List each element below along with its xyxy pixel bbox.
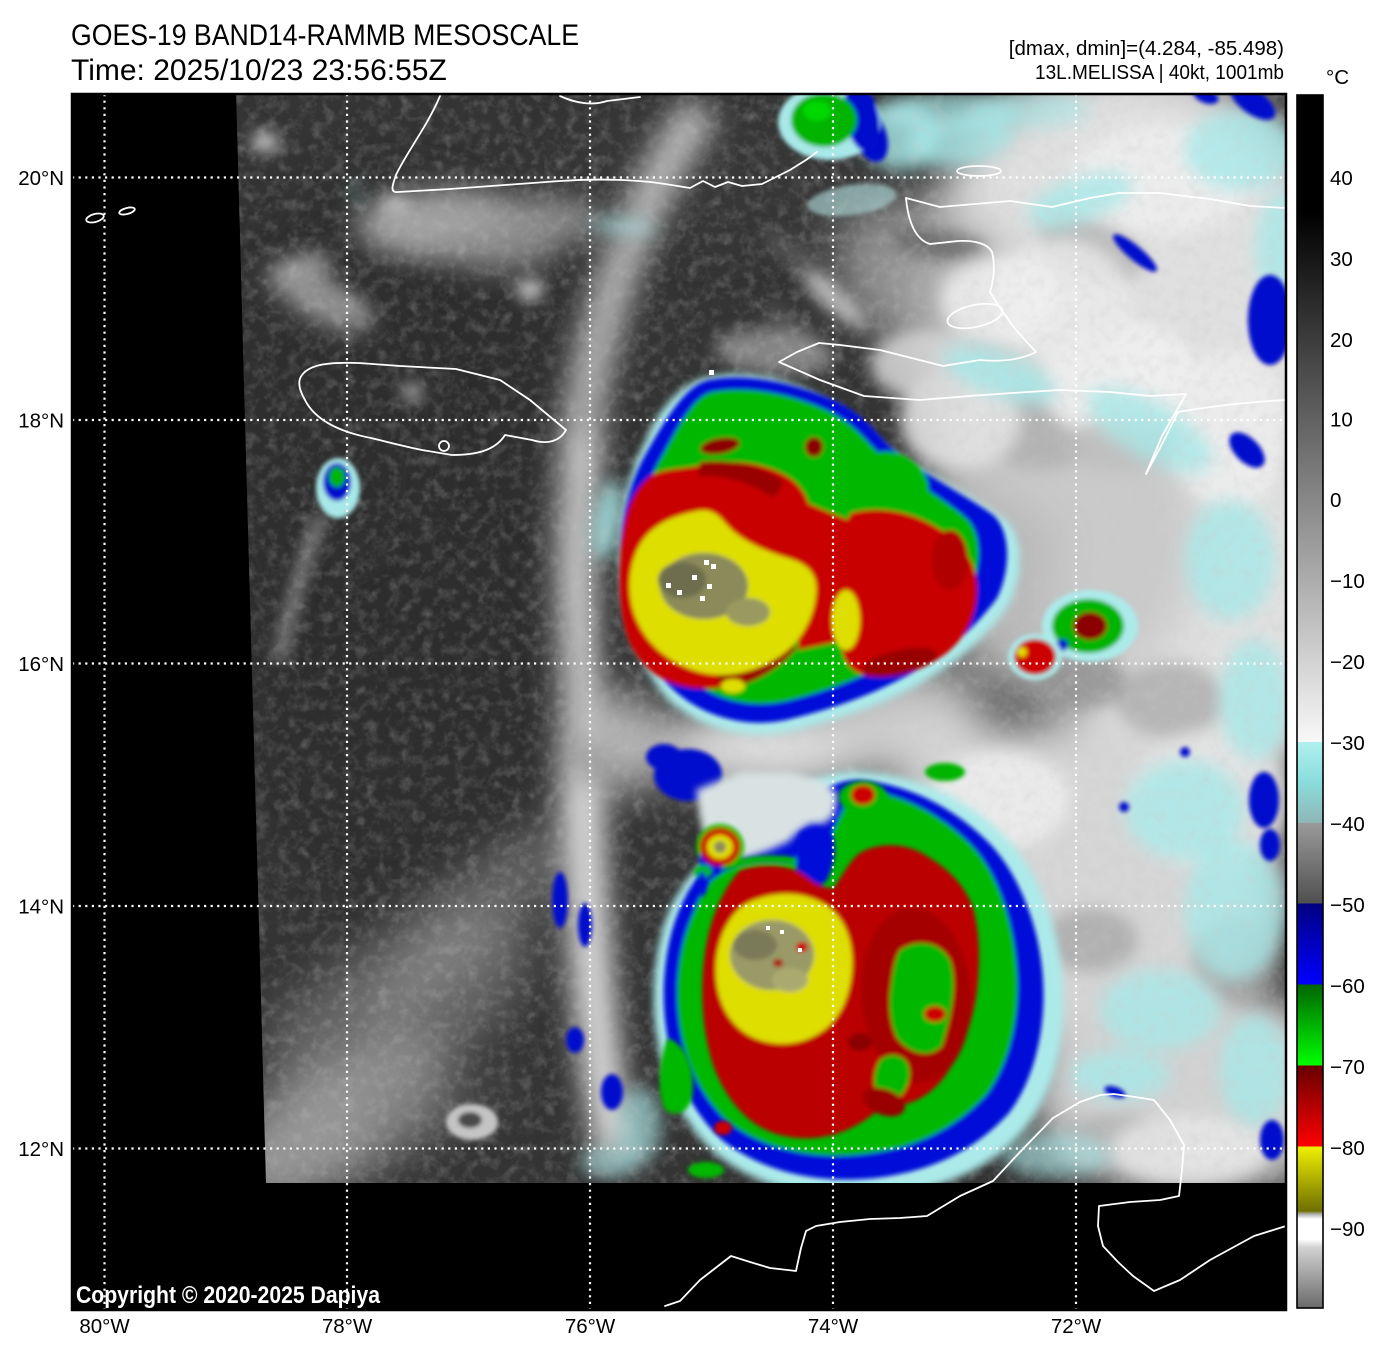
svg-text:Time: 2025/10/23 23:56:55Z: Time: 2025/10/23 23:56:55Z bbox=[71, 54, 447, 87]
svg-text:−40: −40 bbox=[1330, 813, 1365, 836]
svg-text:[dmax, dmin]=(4.284, -85.498): [dmax, dmin]=(4.284, -85.498) bbox=[1009, 37, 1284, 60]
svg-text:−50: −50 bbox=[1330, 894, 1365, 917]
svg-text:Copyright © 2020-2025 Dapiya: Copyright © 2020-2025 Dapiya bbox=[76, 1282, 381, 1309]
svg-text:14°N: 14°N bbox=[18, 896, 64, 919]
svg-text:12°N: 12°N bbox=[18, 1138, 64, 1161]
svg-text:72°W: 72°W bbox=[1051, 1315, 1102, 1338]
svg-text:−60: −60 bbox=[1330, 975, 1365, 998]
svg-text:16°N: 16°N bbox=[18, 653, 64, 676]
svg-text:10: 10 bbox=[1330, 409, 1353, 432]
svg-text:−10: −10 bbox=[1330, 570, 1365, 593]
svg-text:78°W: 78°W bbox=[322, 1315, 373, 1338]
svg-text:20°N: 20°N bbox=[18, 167, 64, 190]
svg-text:74°W: 74°W bbox=[808, 1315, 859, 1338]
svg-text:0: 0 bbox=[1330, 489, 1341, 512]
svg-text:80°W: 80°W bbox=[79, 1315, 130, 1338]
svg-text:−90: −90 bbox=[1330, 1218, 1365, 1241]
svg-text:13L.MELISSA | 40kt, 1001mb: 13L.MELISSA | 40kt, 1001mb bbox=[1035, 61, 1284, 84]
svg-text:°C: °C bbox=[1326, 66, 1349, 89]
svg-text:20: 20 bbox=[1330, 329, 1353, 352]
svg-text:40: 40 bbox=[1330, 167, 1353, 190]
svg-text:−80: −80 bbox=[1330, 1137, 1365, 1160]
svg-text:GOES-19 BAND14-RAMMB MESOSCALE: GOES-19 BAND14-RAMMB MESOSCALE bbox=[71, 19, 579, 52]
svg-text:−30: −30 bbox=[1330, 732, 1365, 755]
svg-text:−70: −70 bbox=[1330, 1056, 1365, 1079]
svg-text:−20: −20 bbox=[1330, 651, 1365, 674]
svg-text:18°N: 18°N bbox=[18, 410, 64, 433]
svg-text:30: 30 bbox=[1330, 248, 1353, 271]
svg-text:76°W: 76°W bbox=[565, 1315, 616, 1338]
